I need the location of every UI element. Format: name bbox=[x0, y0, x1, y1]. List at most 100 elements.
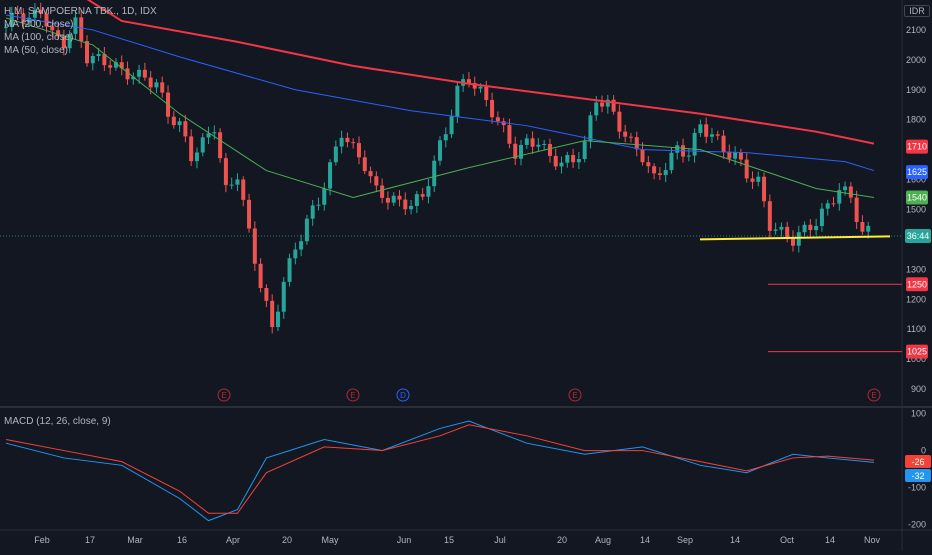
candle-body bbox=[790, 237, 795, 246]
candle-body bbox=[530, 138, 535, 147]
candle-body bbox=[762, 176, 767, 202]
candle-body bbox=[73, 17, 78, 34]
legend-macd: MACD (12, 26, close, 9) bbox=[4, 416, 111, 427]
candle-body bbox=[478, 86, 483, 89]
macd-tick-label: -200 bbox=[908, 519, 926, 529]
candle-body bbox=[796, 232, 801, 246]
candle-body bbox=[160, 82, 165, 93]
candle-body bbox=[854, 197, 859, 222]
candle-body bbox=[96, 54, 101, 56]
candle-body bbox=[553, 155, 558, 167]
candle-body bbox=[241, 179, 246, 200]
candle-body bbox=[443, 134, 448, 141]
candle-body bbox=[495, 117, 500, 122]
candle-body bbox=[374, 176, 379, 186]
candle-body bbox=[85, 41, 90, 64]
candle-body bbox=[542, 144, 547, 146]
candle-body bbox=[565, 155, 570, 163]
price-tick-label: 1200 bbox=[906, 294, 926, 304]
candle-body bbox=[709, 134, 714, 137]
candle-body bbox=[588, 115, 593, 142]
legend-ma50: MA (50, close) bbox=[4, 45, 68, 56]
macd-tag-bg bbox=[905, 455, 931, 468]
time-tick-label: Sep bbox=[677, 535, 693, 545]
time-tick-label: Apr bbox=[226, 535, 240, 545]
candle-body bbox=[825, 203, 830, 209]
event-marker-label: E bbox=[572, 391, 577, 400]
candle-body bbox=[634, 137, 639, 150]
candle-body bbox=[773, 229, 778, 231]
candle-body bbox=[576, 159, 581, 163]
price-tick-label: 1100 bbox=[907, 324, 926, 334]
candle-body bbox=[814, 225, 819, 231]
ma50-line bbox=[5, 17, 875, 199]
candle-body bbox=[38, 9, 43, 14]
candle-body bbox=[733, 152, 738, 159]
candle-body bbox=[617, 111, 622, 132]
candle-body bbox=[663, 170, 668, 176]
candle-body bbox=[119, 62, 124, 69]
candle-body bbox=[356, 143, 361, 158]
candle-body bbox=[692, 132, 697, 156]
candle-body bbox=[4, 26, 8, 28]
candle-body bbox=[738, 152, 743, 160]
candle-body bbox=[831, 203, 836, 205]
candle-body bbox=[299, 241, 304, 250]
candle-body bbox=[571, 155, 576, 163]
candle-body bbox=[142, 69, 147, 78]
candle-body bbox=[113, 62, 118, 68]
candle-body bbox=[808, 224, 813, 231]
candle-body bbox=[819, 208, 824, 226]
candle-body bbox=[391, 195, 396, 203]
time-tick-label: 15 bbox=[444, 535, 454, 545]
candle-body bbox=[628, 136, 633, 138]
time-tick-label: 17 bbox=[85, 535, 95, 545]
candle-body bbox=[536, 144, 541, 147]
candle-body bbox=[223, 158, 228, 186]
candle-body bbox=[715, 134, 720, 136]
candle-body bbox=[304, 218, 309, 242]
candle-body bbox=[686, 155, 691, 157]
candle-body bbox=[409, 205, 414, 210]
candle-body bbox=[675, 145, 680, 153]
candle-body bbox=[218, 132, 223, 159]
candle-body bbox=[194, 152, 199, 162]
candle-body bbox=[67, 33, 72, 49]
candle-body bbox=[206, 133, 211, 138]
candle-body bbox=[177, 121, 182, 126]
event-marker-icon bbox=[346, 388, 360, 402]
price-tick-label: 1900 bbox=[906, 85, 926, 95]
macd-tick-label: 0 bbox=[921, 446, 926, 456]
level-tag-bg bbox=[906, 190, 928, 205]
candle-body bbox=[721, 135, 726, 152]
candle-body bbox=[270, 300, 275, 327]
candle-body bbox=[623, 131, 628, 137]
candle-body bbox=[837, 190, 842, 204]
level-tag-bg bbox=[906, 277, 928, 292]
time-tick-label: Jul bbox=[494, 535, 506, 545]
candle-body bbox=[605, 99, 610, 107]
currency-tag[interactable]: IDR bbox=[904, 5, 930, 17]
macd-line bbox=[5, 420, 875, 522]
level-tag-bg bbox=[906, 165, 928, 180]
candle-body bbox=[432, 160, 437, 187]
candle-body bbox=[490, 99, 495, 118]
level-tag-label: 1625 bbox=[907, 167, 927, 177]
level-tag-label: 1540 bbox=[907, 193, 927, 203]
candle-body bbox=[547, 144, 552, 156]
candle-body bbox=[27, 17, 32, 23]
price-tick-label: 1000 bbox=[906, 354, 926, 364]
candle-body bbox=[600, 102, 605, 107]
candle-body bbox=[611, 99, 616, 112]
candle-body bbox=[183, 121, 188, 137]
time-tick-label: 14 bbox=[730, 535, 740, 545]
candle-body bbox=[513, 143, 518, 159]
price-tick-label: 2100 bbox=[906, 25, 926, 35]
macd-tag-label: -32 bbox=[911, 471, 924, 481]
time-tick-label: 20 bbox=[282, 535, 292, 545]
candle-body bbox=[582, 141, 587, 160]
event-marker-label: D bbox=[400, 391, 406, 400]
signal-line bbox=[5, 424, 875, 514]
